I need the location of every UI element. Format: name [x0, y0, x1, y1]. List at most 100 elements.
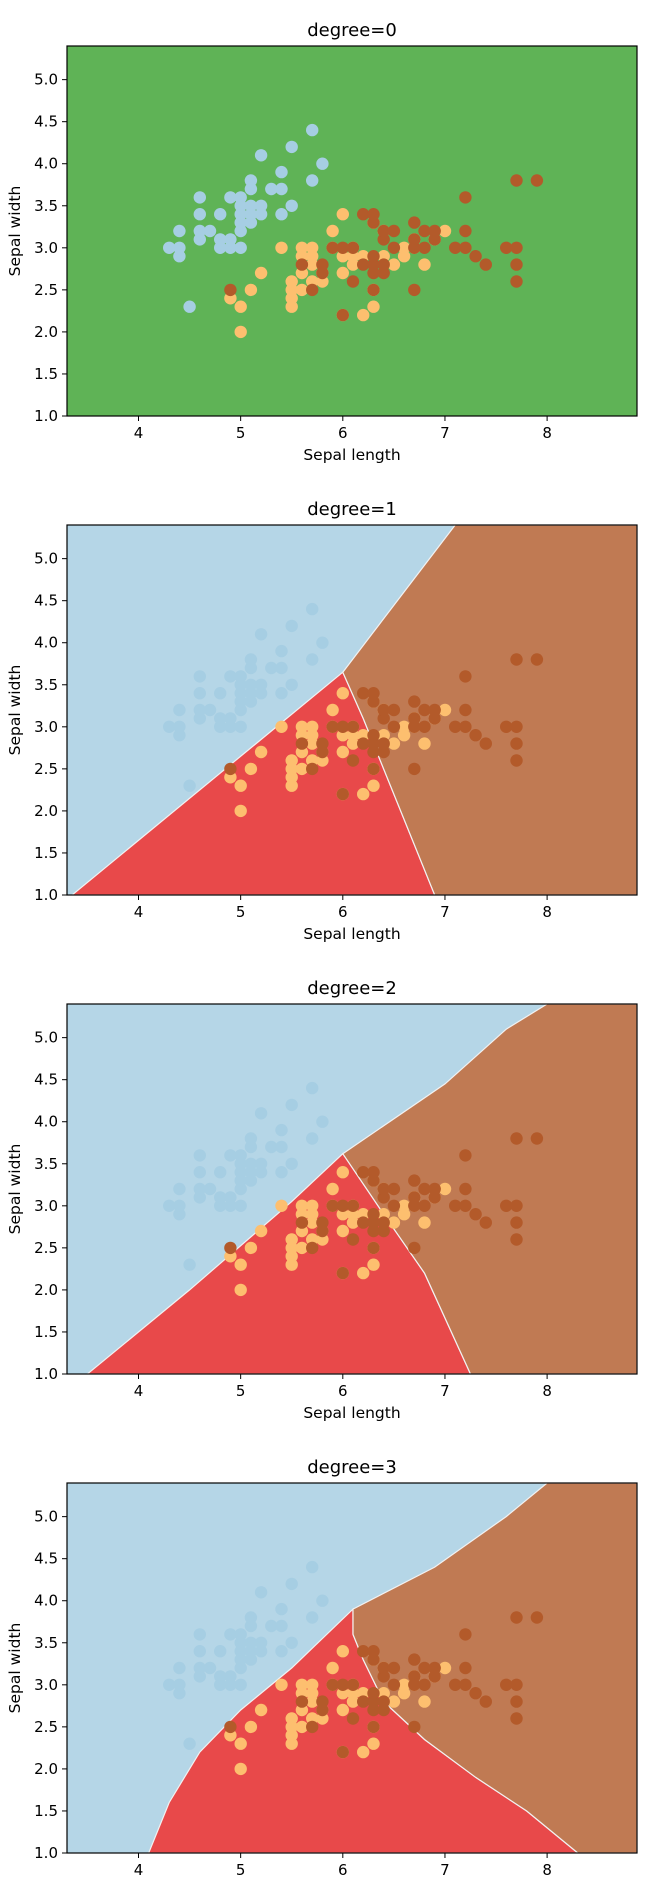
- point-versicolor: [306, 1199, 319, 1213]
- region-brown: [342, 525, 637, 895]
- point-virginica: [367, 1208, 380, 1221]
- point-virginica: [336, 1266, 349, 1280]
- region-green: [67, 46, 637, 416]
- point-versicolor: [397, 1199, 411, 1213]
- point-versicolor: [285, 275, 298, 288]
- point-versicolor: [295, 1678, 309, 1692]
- point-setosa: [254, 1636, 268, 1650]
- point-virginica: [459, 703, 472, 717]
- point-virginica: [459, 191, 472, 204]
- decision-regions: [67, 1004, 637, 1374]
- point-setosa: [244, 1140, 258, 1154]
- x-tick-label: 7: [440, 1861, 450, 1879]
- point-setosa: [203, 1182, 217, 1196]
- point-virginica: [408, 1191, 421, 1204]
- point-virginica: [510, 1695, 523, 1708]
- point-versicolor: [326, 224, 339, 238]
- point-setosa: [214, 233, 227, 246]
- point-versicolor: [438, 1182, 452, 1196]
- point-virginica: [459, 720, 472, 733]
- point-virginica: [326, 241, 339, 254]
- y-tick-label: 3.5: [34, 1634, 58, 1652]
- point-versicolor: [438, 224, 452, 238]
- point-virginica: [479, 1216, 492, 1229]
- y-tick-label: 3.5: [34, 197, 58, 215]
- point-setosa: [163, 720, 176, 733]
- decision-regions: [67, 525, 637, 895]
- point-virginica: [336, 720, 349, 733]
- point-setosa: [224, 233, 237, 246]
- point-versicolor: [397, 241, 411, 254]
- point-versicolor: [244, 1720, 258, 1734]
- point-virginica: [306, 1720, 319, 1734]
- point-virginica: [346, 754, 360, 767]
- point-virginica: [459, 1149, 472, 1162]
- region-brown: [341, 1004, 637, 1374]
- point-versicolor: [357, 787, 370, 801]
- point-setosa: [285, 1636, 298, 1650]
- y-tick-label: 4.0: [34, 155, 58, 173]
- point-virginica: [377, 737, 390, 750]
- point-versicolor: [397, 720, 411, 733]
- point-virginica: [418, 224, 431, 238]
- point-virginica: [326, 720, 339, 733]
- y-tick-label: 4.0: [34, 1113, 58, 1131]
- point-versicolor: [418, 737, 431, 750]
- point-setosa: [224, 1149, 237, 1162]
- point-versicolor: [336, 1645, 349, 1658]
- point-versicolor: [367, 1258, 380, 1271]
- point-versicolor: [234, 1737, 247, 1750]
- point-setosa: [193, 224, 206, 238]
- point-setosa: [254, 1107, 268, 1120]
- point-setosa: [214, 1166, 227, 1179]
- data-points: [163, 602, 544, 818]
- point-virginica: [357, 1166, 370, 1179]
- point-virginica: [510, 1216, 523, 1229]
- chart-title: degree=0: [307, 20, 397, 41]
- point-setosa: [224, 1670, 237, 1683]
- y-axis-label: Sepal width: [6, 1623, 24, 1714]
- x-tick-label: 7: [440, 424, 450, 442]
- subplot-2: 4 5 6 7 8 1.0 1.5 2.0 2.5 3.0 3.5 4.0 4.5 5.0 degree=2…: [6, 978, 638, 1422]
- x-tick-label: 4: [134, 424, 144, 442]
- point-virginica: [469, 250, 482, 263]
- point-virginica: [510, 1611, 523, 1624]
- point-setosa: [254, 628, 268, 641]
- point-setosa: [183, 779, 196, 792]
- point-setosa: [275, 1123, 288, 1137]
- point-virginica: [408, 216, 421, 229]
- point-virginica: [224, 1241, 237, 1255]
- point-virginica: [418, 720, 431, 733]
- point-virginica: [295, 258, 309, 271]
- point-setosa: [244, 653, 258, 666]
- point-virginica: [367, 1645, 380, 1658]
- point-virginica: [357, 258, 370, 271]
- point-setosa: [265, 661, 278, 675]
- point-setosa: [224, 191, 237, 204]
- point-virginica: [295, 1216, 309, 1229]
- point-versicolor: [438, 1661, 452, 1675]
- point-virginica: [346, 1199, 360, 1213]
- x-tick-label: 6: [338, 903, 348, 921]
- point-versicolor: [275, 720, 288, 733]
- point-setosa: [285, 619, 298, 633]
- subplot-3: 4 5 6 7 8 1.0 1.5 2.0 2.5 3.0 3.5 4.0 4.5 5.0 degree=3…: [6, 1457, 638, 1879]
- decision-regions: [67, 1483, 637, 1853]
- point-setosa: [183, 1737, 196, 1750]
- point-setosa: [234, 1199, 247, 1213]
- point-virginica: [316, 1216, 329, 1229]
- data-points: [163, 123, 544, 339]
- point-virginica: [306, 1241, 319, 1255]
- point-versicolor: [285, 754, 298, 767]
- point-virginica: [357, 737, 370, 750]
- point-versicolor: [438, 703, 452, 717]
- point-virginica: [346, 1678, 360, 1692]
- point-virginica: [346, 720, 360, 733]
- point-setosa: [193, 670, 206, 683]
- point-setosa: [306, 653, 319, 666]
- y-tick-label: 3.0: [34, 1197, 58, 1215]
- point-virginica: [316, 737, 329, 750]
- y-tick-label: 2.0: [34, 1281, 58, 1299]
- point-setosa: [214, 712, 227, 725]
- point-virginica: [357, 1645, 370, 1658]
